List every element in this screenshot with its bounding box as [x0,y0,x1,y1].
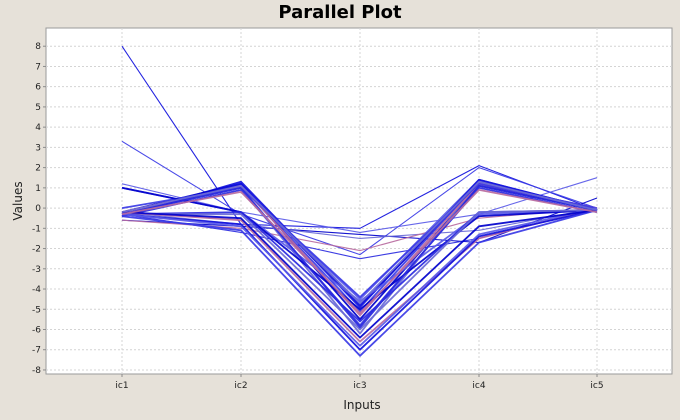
series-line [121,140,598,256]
y-tick-label: 7 [35,62,41,72]
series-line [122,209,598,331]
series-line [121,209,598,351]
ticks-layer: 8 7 6 5 4 3 2 1 0 -1 -2 -3 -4 -5 -6 -7 -8 ic1 ic2 ic3 ic4 ic5 [32,42,604,391]
series-line [121,188,598,315]
y-tick-label: -5 [32,305,41,315]
y-tick-label: 5 [35,103,41,113]
x-axis-label: Inputs [343,398,380,412]
y-tick-label: -6 [32,325,41,335]
y-tick-label: -2 [32,245,41,255]
y-tick-label: 1 [35,184,41,194]
x-tick-label: ic3 [353,381,366,391]
y-tick-label: -3 [32,265,41,275]
y-tick-label: 4 [35,123,41,133]
y-tick-label: 6 [35,83,41,93]
x-tick-label: ic2 [234,381,247,391]
series-line [121,177,598,233]
y-tick-label: -8 [32,366,41,376]
y-tick-label: 3 [35,143,41,153]
series-line [121,186,598,311]
y-tick-label: -7 [32,346,41,356]
x-tick-label: ic5 [590,381,603,391]
y-axis-label: Values [11,181,25,220]
series-line [121,209,598,339]
plot-area [45,27,673,375]
series-line [121,45,598,229]
chart-title: Parallel Plot [278,2,402,23]
y-tick-label: 8 [35,42,41,52]
y-tick-label: 2 [35,164,41,174]
series-line [121,207,598,347]
series-line [121,209,598,357]
y-tick-label: 0 [35,204,41,214]
y-tick-label: -4 [32,285,41,295]
series-line [121,184,598,329]
x-tick-label: ic1 [115,381,128,391]
y-tick-label: -1 [32,224,41,234]
series-layer [121,45,598,357]
x-tick-label: ic4 [472,381,485,391]
series-line [121,180,598,305]
